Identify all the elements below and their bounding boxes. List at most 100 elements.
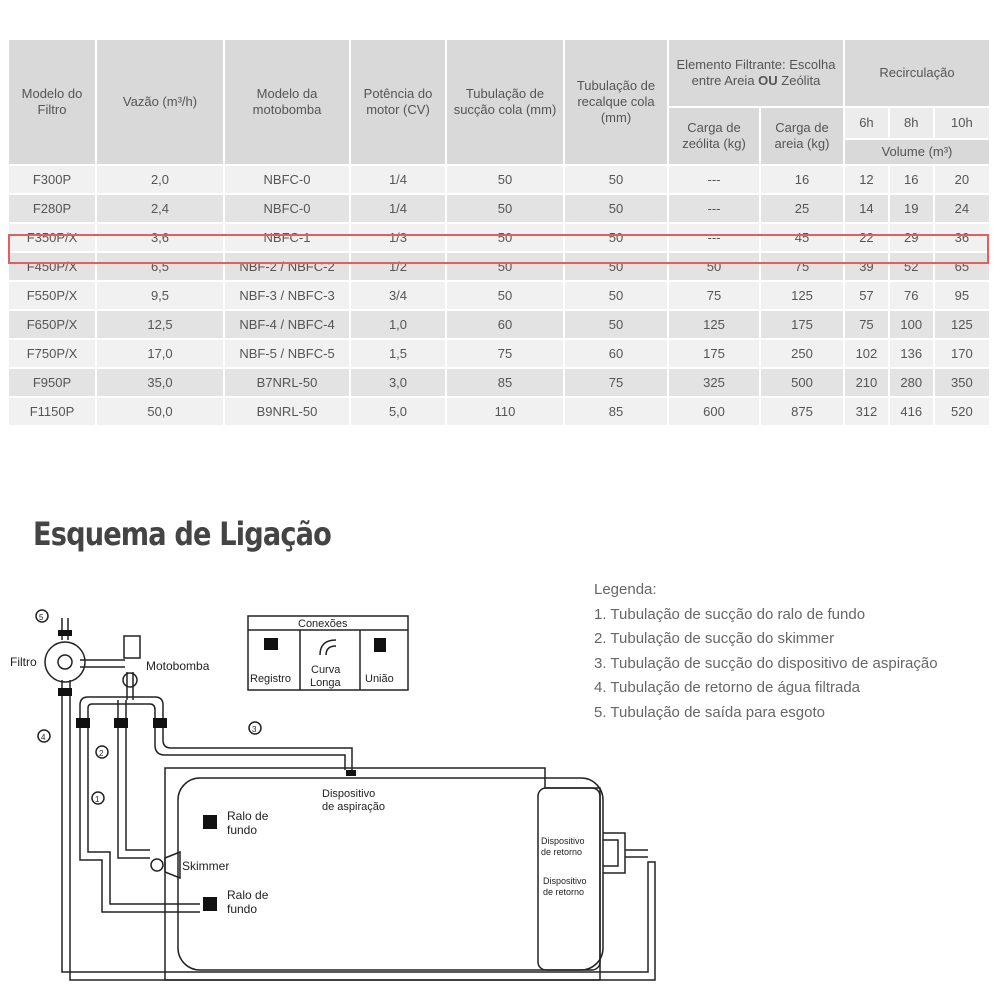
- header-recalque: Tubulação de recalque cola (mm): [563, 38, 669, 166]
- table-cell: 2,0: [95, 164, 225, 195]
- uniao-icon: [374, 638, 386, 652]
- table-cell: 136: [887, 338, 935, 369]
- table-cell: 20: [932, 164, 992, 195]
- table-cell: ---: [667, 222, 761, 253]
- pool-inner: [177, 777, 604, 971]
- table-cell: 12,5: [95, 309, 225, 340]
- table-cell: 1/4: [349, 164, 447, 195]
- table-cell: 3,6: [95, 222, 225, 253]
- pipe-5: [61, 618, 69, 640]
- table-row: F650P/X 12,5 NBF-4 / NBFC-4 1,0 60 50 125 175 75…: [7, 309, 992, 340]
- table-cell: 50: [445, 164, 565, 195]
- table-cell: 1,0: [349, 309, 447, 340]
- table-cell: NBFC-0: [223, 164, 351, 195]
- table-row: F950P 35,0 B7NRL-50 3,0 85 75 325 500 210 280 350: [7, 367, 992, 398]
- table-cell: 75: [759, 251, 845, 282]
- table-cell: 125: [667, 309, 761, 340]
- table-cell: B7NRL-50: [223, 367, 351, 398]
- table-cell: 24: [932, 193, 992, 224]
- table-cell: 3/4: [349, 280, 447, 311]
- table-cell: F300P: [7, 164, 97, 195]
- table-cell: 60: [563, 338, 669, 369]
- table-cell: 14: [843, 193, 890, 224]
- table-cell: F280P: [7, 193, 97, 224]
- table-cell: 95: [932, 280, 992, 311]
- table-cell: 416: [887, 396, 935, 427]
- table-cell: 50: [563, 309, 669, 340]
- header-volume: Volume (m³): [843, 138, 991, 166]
- header-zeolita: Carga de zeólita (kg): [667, 106, 761, 166]
- table-cell: 22: [843, 222, 890, 253]
- label-aspiracao: de aspiração: [322, 801, 385, 813]
- table-cell: 280: [887, 367, 935, 398]
- header-vazao: Vazão (m³/h): [95, 38, 225, 166]
- table-cell: 39: [843, 251, 890, 282]
- table-cell: 75: [445, 338, 565, 369]
- table-cell: 50: [563, 222, 669, 253]
- table-cell: 75: [667, 280, 761, 311]
- table-row: F550P/X 9,5 NBF-3 / NBFC-3 3/4 50 50 75 125 57 76…: [7, 280, 992, 311]
- header-elemento-filtrante: Elemento Filtrante: Escolha entre Areia …: [667, 38, 845, 108]
- legend-item: 3. Tubulação de sucção do dispositivo de…: [594, 654, 938, 672]
- table-row: F450P/X 6,5 NBF-2 / NBFC-2 1/2 50 50 50 75 39 52 6…: [7, 251, 992, 282]
- connections-box: [247, 615, 409, 691]
- label-fundo-2: fundo: [227, 902, 257, 916]
- table-cell: 175: [667, 338, 761, 369]
- table-cell: 65: [932, 251, 992, 282]
- label-uniao: União: [365, 673, 394, 685]
- label-curva: Curva: [311, 664, 341, 676]
- label-retorno-1a: Dispositivo: [541, 836, 585, 846]
- table-row: F300P 2,0 NBFC-0 1/4 50 50 --- 16 12 16 20: [7, 164, 992, 195]
- table-cell: 50: [563, 251, 669, 282]
- pipe-filter-pump: [80, 659, 125, 668]
- table-cell: 60: [445, 309, 565, 340]
- table-cell: 76: [887, 280, 935, 311]
- legend-item: 1. Tubulação de sucção do ralo de fundo: [594, 605, 866, 623]
- header-modelo-filtro: Modelo do Filtro: [7, 38, 97, 166]
- num-2: 2: [99, 749, 104, 758]
- table-cell: 85: [445, 367, 565, 398]
- table-cell: 110: [445, 396, 565, 427]
- connection-diagram: Filtro Motobomba Conexões Registro Curva…: [10, 609, 656, 981]
- table-cell: 875: [759, 396, 845, 427]
- ralo-fundo-1: [203, 815, 217, 829]
- table-cell: 312: [843, 396, 890, 427]
- table-cell: F550P/X: [7, 280, 97, 311]
- table-cell: F450P/X: [7, 251, 97, 282]
- table-cell: 3,0: [349, 367, 447, 398]
- table-cell: NBF-5 / NBFC-5: [223, 338, 351, 369]
- table-cell: 1/4: [349, 193, 447, 224]
- pipe-1-top: [79, 696, 353, 770]
- table-cell: 250: [759, 338, 845, 369]
- table-cell: F750P/X: [7, 338, 97, 369]
- table-row: F350P/X 3,6 NBFC-1 1/3 50 50 --- 45 22 29 36: [7, 222, 992, 253]
- curva-longa-icon: [319, 639, 337, 656]
- table-cell: 29: [887, 222, 935, 253]
- header-8h: 8h: [887, 106, 935, 140]
- header-potencia: Potência do motor (CV): [349, 38, 447, 166]
- table-cell: 600: [667, 396, 761, 427]
- label-conexoes: Conexões: [298, 618, 348, 630]
- header-10h: 10h: [932, 106, 992, 140]
- label-ralo-1: Ralo de: [227, 809, 269, 823]
- label-registro: Registro: [250, 673, 291, 685]
- table-cell: 35,0: [95, 367, 225, 398]
- table-cell: NBF-2 / NBFC-2: [223, 251, 351, 282]
- legend-item: 5. Tubulação de saída para esgoto: [594, 703, 826, 721]
- num-1: 1: [95, 795, 100, 804]
- table-cell: 50: [445, 193, 565, 224]
- table-cell: 500: [759, 367, 845, 398]
- header-succao: Tubulação de sucção cola (mm): [445, 38, 565, 166]
- table-cell: 100: [887, 309, 935, 340]
- table-cell: 50: [563, 280, 669, 311]
- table-cell: 102: [843, 338, 890, 369]
- legend-item: 4. Tubulação de retorno de água filtrada: [594, 679, 861, 696]
- table-cell: NBFC-0: [223, 193, 351, 224]
- table-cell: 5,0: [349, 396, 447, 427]
- label-retorno-1b: de retorno: [541, 847, 582, 857]
- table-cell: 1/3: [349, 222, 447, 253]
- header-6h: 6h: [843, 106, 890, 140]
- table-cell: 75: [563, 367, 669, 398]
- table-cell: F650P/X: [7, 309, 97, 340]
- table-cell: 50: [563, 193, 669, 224]
